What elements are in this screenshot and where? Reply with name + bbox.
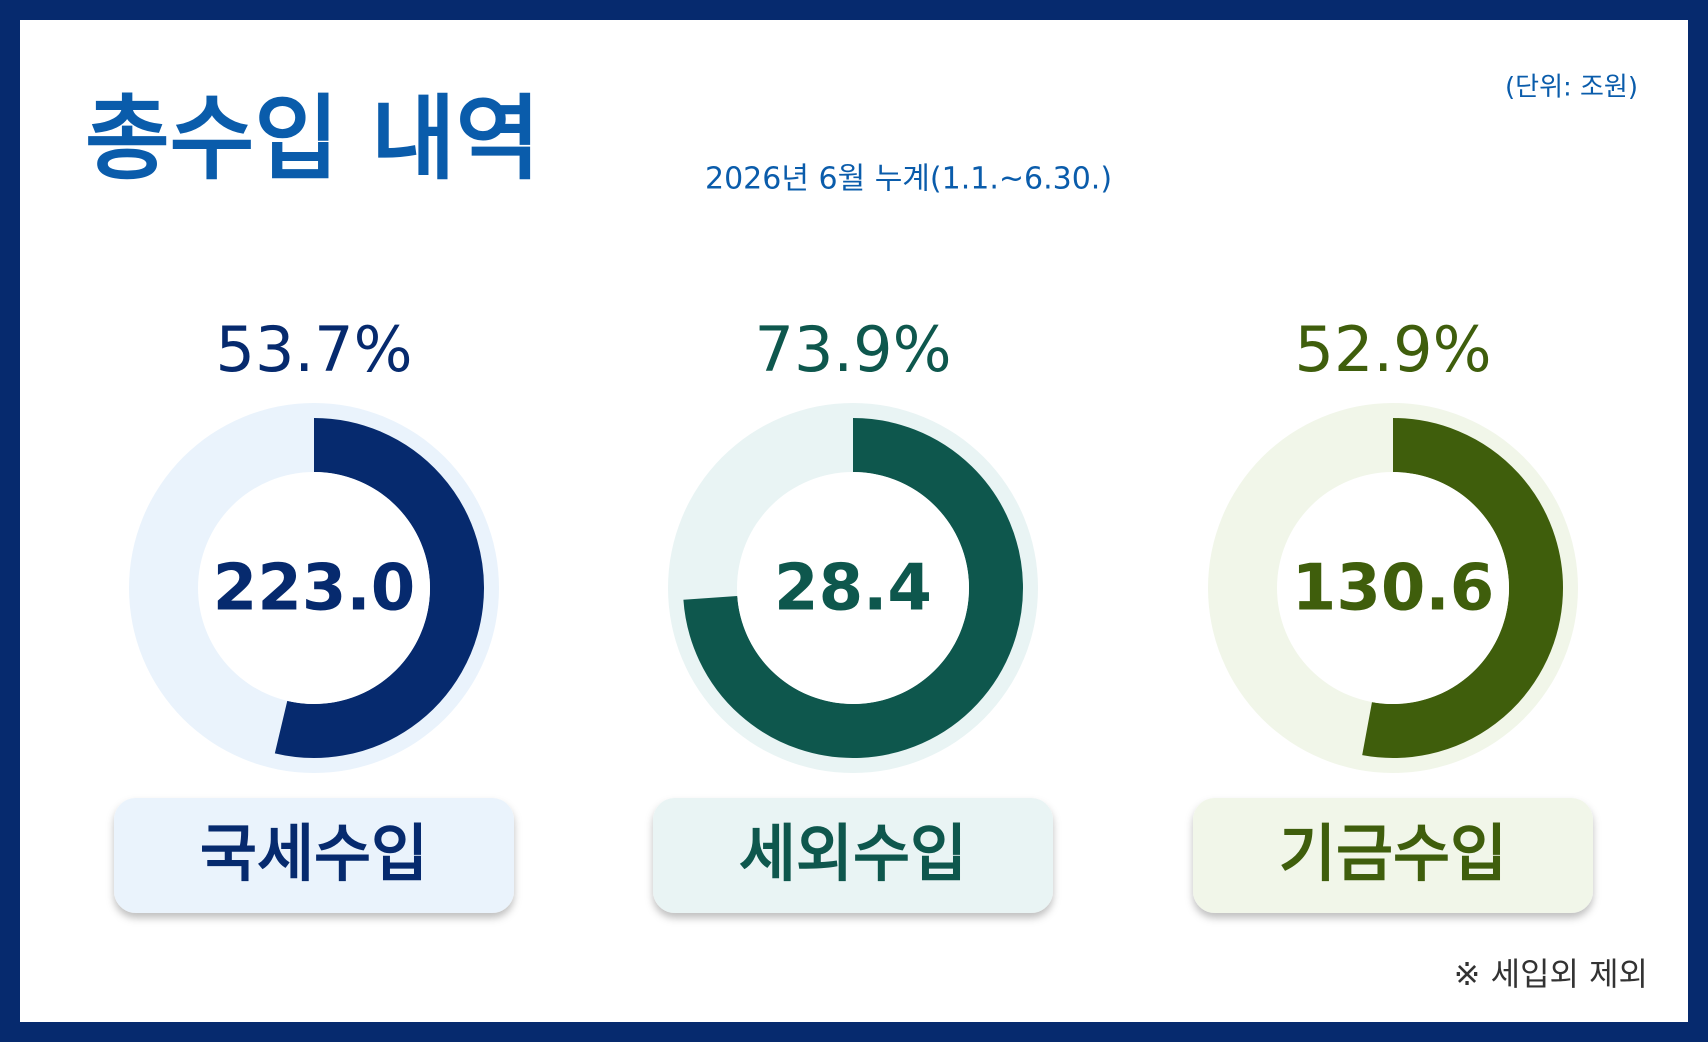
label-box [653, 798, 1053, 913]
donut-arc [1362, 418, 1563, 758]
unit: (단위: 조원) [1505, 73, 1638, 103]
subtitle: 2026년 6월 누계(1.1.~6.30.) [705, 162, 1112, 197]
category-label: 기금수입 [1279, 817, 1507, 890]
donut-hole [198, 472, 430, 704]
category-label: 국세수입 [200, 817, 428, 890]
title: 총수입 내역 [85, 85, 540, 192]
donut-chart: 53.7% 223.0 국세수입 [114, 313, 514, 913]
note: ※ 세입외 제외 [1454, 955, 1648, 993]
percent-label: 53.7% [216, 313, 413, 386]
amount-label: 223.0 [213, 552, 415, 626]
donut-chart: 73.9% 28.4 세외수입 [653, 313, 1053, 913]
donut-arc [683, 418, 1023, 758]
amount-label: 130.6 [1292, 552, 1494, 626]
percent-label: 73.9% [755, 313, 952, 386]
label-box [114, 798, 514, 913]
amount-label: 28.4 [774, 552, 932, 626]
category-label: 세외수입 [739, 817, 967, 890]
label-box [1193, 798, 1593, 913]
percent-label: 52.9% [1295, 313, 1492, 386]
donut-arc [274, 418, 484, 758]
donut-chart: 52.9% 130.6 기금수입 [1193, 313, 1593, 913]
donut-hole [1277, 472, 1509, 704]
donut-hole [737, 472, 969, 704]
charts: 53.7% 223.0 국세수입 73.9% 28.4 세외수입 52.9% 130.6 기금수… [114, 313, 1593, 913]
